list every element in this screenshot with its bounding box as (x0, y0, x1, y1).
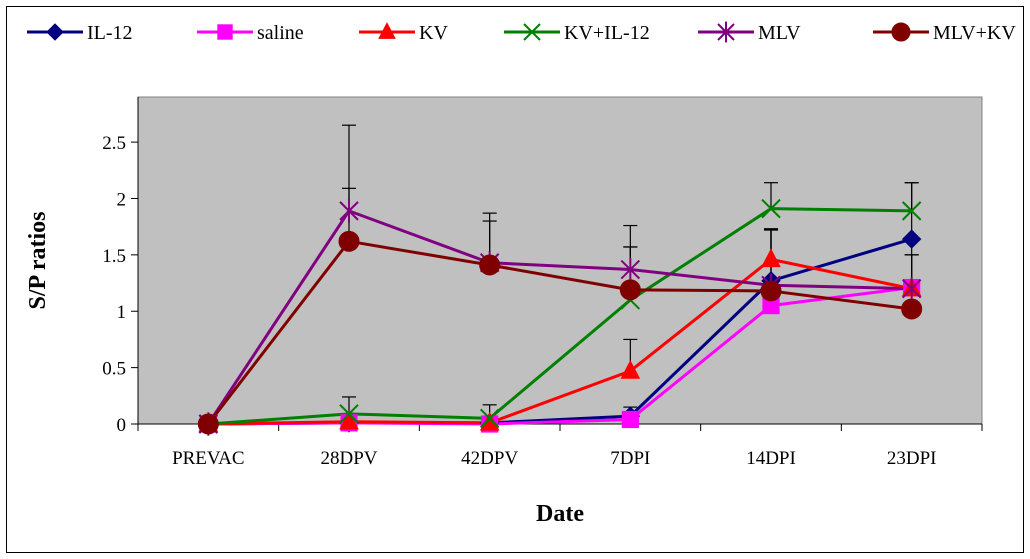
square-marker (621, 410, 639, 429)
x-marker (479, 408, 500, 429)
circle-marker (891, 22, 911, 42)
y-tick-label: 0.5 (102, 359, 126, 380)
x-marker (339, 404, 359, 424)
star-marker (339, 199, 359, 223)
legend-entry: KV (359, 22, 448, 44)
series-line (207, 239, 912, 425)
legend-label: saline (257, 22, 304, 44)
x-marker (901, 201, 922, 221)
x-axis-title: Date (536, 501, 584, 527)
series-line (208, 257, 912, 426)
series-markers (197, 198, 923, 436)
x-tick-label: 23DPI (887, 448, 937, 469)
legend-label: IL-12 (87, 22, 133, 44)
y-tick-label: 2.5 (102, 133, 126, 154)
legend-entry: saline (197, 22, 304, 44)
x-marker (761, 198, 781, 219)
circle-marker (901, 298, 923, 320)
triangle-marker (761, 248, 781, 268)
series-line (208, 207, 912, 426)
x-tick-label: 14DPI (746, 448, 796, 469)
x-tick-label: 7DPI (610, 448, 650, 469)
legend-label: KV+IL-12 (564, 22, 650, 44)
circle-marker (197, 413, 219, 435)
x-tick-label: 28DPV (320, 448, 377, 469)
line-chart: IL-12 saline KV KV+IL-12 MLV MLV+KV 0 0.5 1 1.5 2… (25, 21, 1016, 527)
chart-frame: IL-12 saline KV KV+IL-12 MLV MLV+KV 0 0.5 1 1.5 2… (6, 6, 1024, 553)
legend: IL-12 saline KV KV+IL-12 MLV MLV+KV (27, 21, 1016, 44)
x-marker (523, 23, 541, 41)
diamond-marker (901, 229, 922, 249)
legend-entry: IL-12 (27, 22, 133, 44)
legend-label: KV (419, 22, 448, 44)
circle-marker (760, 280, 782, 302)
series-line (207, 209, 912, 425)
circle-marker (338, 230, 360, 252)
legend-entry: MLV (698, 21, 801, 44)
triangle-marker (620, 360, 641, 379)
circle-marker (619, 279, 641, 301)
y-tick-label: 1 (117, 302, 127, 323)
series-lines (207, 207, 913, 426)
triangle-marker (378, 22, 396, 39)
x-tick-label: 42DPV (461, 448, 518, 469)
y-tick-label: 0 (117, 415, 127, 436)
circle-marker (479, 254, 501, 276)
x-tick-label: PREVAC (172, 448, 245, 469)
legend-entry: KV+IL-12 (504, 22, 650, 44)
star-marker (901, 276, 922, 301)
legend-label: MLV+KV (933, 22, 1016, 44)
y-tick-label: 1.5 (102, 246, 126, 267)
diamond-marker (46, 23, 64, 41)
legend-label: MLV (758, 22, 801, 44)
star-marker (717, 21, 735, 43)
plot-area (137, 96, 983, 425)
y-axis-title: S/P ratios (25, 211, 51, 309)
triangle-marker (339, 410, 359, 430)
square-marker (217, 24, 233, 40)
tick-labels: 0 0.5 1 1.5 2 2.5 PREVAC 28DPV 42DPV 7DPI 14DPI 23D… (102, 133, 936, 469)
star-marker (620, 257, 641, 282)
legend-entry: MLV+KV (873, 22, 1016, 44)
y-tick-label: 2 (117, 189, 127, 210)
